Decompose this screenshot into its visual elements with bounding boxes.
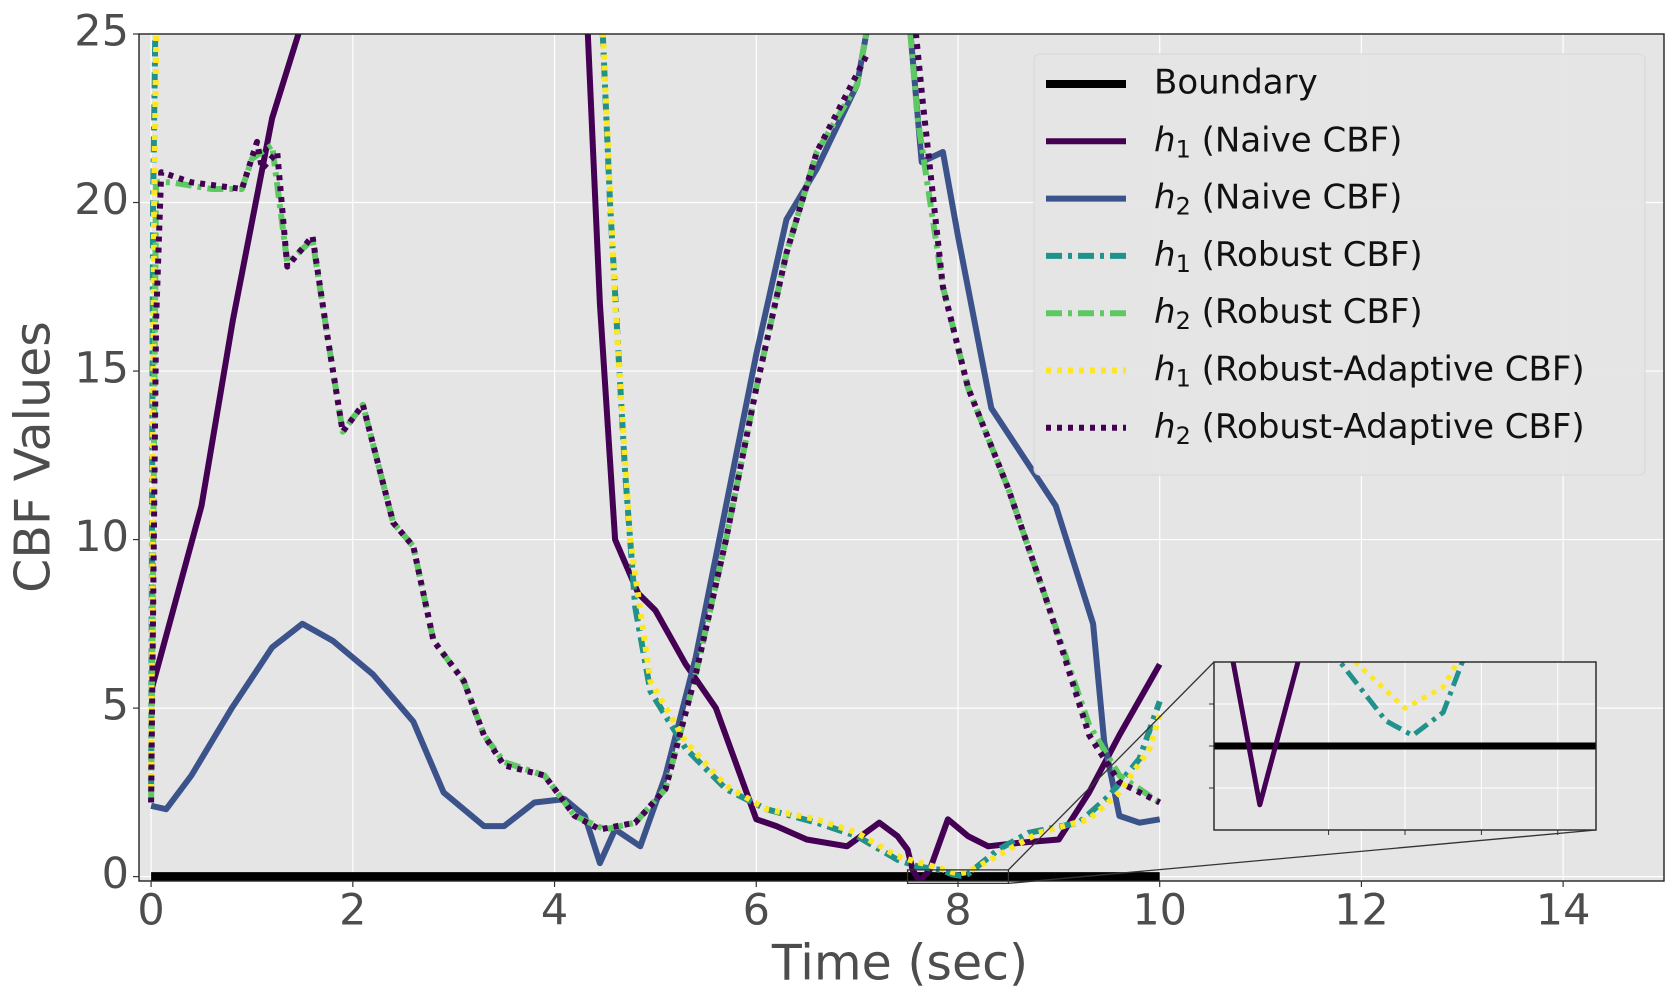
- x-tick-label: 6: [743, 886, 770, 936]
- series-line: [150, 34, 1161, 867]
- legend-box: [1033, 53, 1646, 476]
- series-line: [148, 34, 1163, 877]
- x-tick-label: 4: [541, 886, 568, 936]
- zoom-connector: [1007, 661, 1215, 871]
- inset-lines: [1214, 662, 1596, 808]
- y-tick-label: 0: [102, 849, 129, 899]
- x-tick-label: 10: [1132, 886, 1187, 936]
- legend-label: h2 (Naive CBF): [1154, 177, 1402, 221]
- series-line: [148, 34, 1162, 833]
- legend-label: Boundary: [1154, 63, 1318, 103]
- y-tick-label: 25: [74, 7, 129, 57]
- legend-label: h1 (Robust CBF): [1154, 234, 1423, 278]
- legend-label: h1 (Naive CBF): [1154, 120, 1402, 164]
- y-tick-label: 15: [74, 344, 129, 394]
- legend-label: h1 (Robust-Adaptive CBF): [1154, 349, 1585, 393]
- x-axis-label: Time (sec): [771, 935, 1028, 992]
- zoom-connector: [1008, 829, 1597, 885]
- y-tick-label: 20: [74, 175, 129, 225]
- y-tick-label: 10: [74, 512, 129, 562]
- x-tick-label: 0: [137, 886, 164, 936]
- plot-frame: [138, 33, 1665, 882]
- x-tick-label: 8: [944, 886, 971, 936]
- x-tick-label: 14: [1536, 886, 1591, 936]
- x-tick-label: 12: [1334, 886, 1389, 936]
- legend-label: h2 (Robust-Adaptive CBF): [1154, 406, 1585, 450]
- inset-frame: [1213, 661, 1597, 831]
- legend-label: h2 (Robust CBF): [1154, 292, 1423, 336]
- y-tick-label: 5: [102, 681, 129, 731]
- x-tick-label: 2: [339, 886, 366, 936]
- series-line: [148, 34, 1163, 881]
- y-axis-label: CBF Values: [5, 321, 62, 593]
- series-line: [148, 34, 1162, 833]
